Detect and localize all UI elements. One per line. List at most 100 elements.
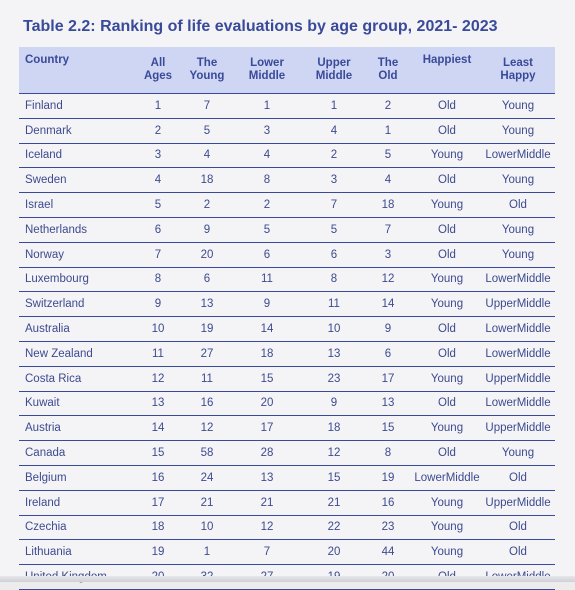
- cell-lower-middle: 4: [229, 143, 305, 169]
- cell-upper-middle: 6: [305, 242, 363, 268]
- cell-all-ages: 10: [131, 316, 185, 342]
- cell-happiest: Old: [413, 391, 481, 417]
- cell-the-old: 3: [363, 242, 413, 268]
- cell-lower-middle: 3: [229, 118, 305, 144]
- cell-lower-middle: 7: [229, 539, 305, 566]
- cell-lower-middle: 5: [229, 217, 305, 243]
- cell-all-ages: 9: [131, 291, 185, 318]
- cell-the-young: 4: [185, 143, 229, 169]
- cell-upper-middle: 13: [305, 341, 363, 367]
- cell-happiest: Young: [413, 515, 481, 541]
- cell-country: Czechia: [19, 515, 131, 541]
- cell-country: Ireland: [19, 490, 131, 516]
- cell-least-happy: Young: [481, 440, 555, 466]
- cell-country: Austria: [19, 415, 131, 442]
- cell-country: Canada: [19, 440, 131, 466]
- cell-least-happy: LowerMiddle: [481, 316, 555, 342]
- cell-the-old: 7: [363, 217, 413, 243]
- cell-least-happy: Young: [481, 118, 555, 144]
- cell-happiest: Old: [413, 217, 481, 243]
- cell-lower-middle: 1: [229, 93, 305, 119]
- cell-happiest: Old: [413, 118, 481, 144]
- cell-upper-middle: 8: [305, 267, 363, 293]
- cell-happiest: Young: [413, 291, 481, 318]
- cell-happiest: Young: [413, 415, 481, 442]
- table-row: Belgium 16 24 13 15 19 LowerMiddle Old: [19, 465, 555, 491]
- cell-country: Australia: [19, 316, 131, 342]
- cell-least-happy: Old: [481, 539, 555, 566]
- table-title: Table 2.2: Ranking of life evaluations b…: [23, 18, 498, 35]
- cell-country: Belgium: [19, 465, 131, 491]
- cell-happiest: Old: [413, 93, 481, 119]
- cell-upper-middle: 2: [305, 143, 363, 169]
- cell-least-happy: Old: [481, 465, 555, 491]
- cell-the-old: 16: [363, 490, 413, 516]
- cell-all-ages: 18: [131, 515, 185, 541]
- cell-the-young: 12: [185, 415, 229, 442]
- cell-least-happy: Old: [481, 515, 555, 541]
- cell-country: Lithuania: [19, 539, 131, 566]
- cell-the-young: 18: [185, 167, 229, 194]
- cell-the-old: 8: [363, 440, 413, 466]
- table-row: Ireland 17 21 21 21 16 Young UpperMiddle: [19, 490, 555, 516]
- cell-happiest: Young: [413, 267, 481, 293]
- cell-the-old: 23: [363, 515, 413, 541]
- table-row: Sweden 4 18 8 3 4 Old Young: [19, 167, 555, 194]
- cell-the-young: 27: [185, 341, 229, 367]
- column-header-least-happy: Least Happy: [481, 47, 555, 94]
- cell-the-old: 15: [363, 415, 413, 442]
- cell-country: Israel: [19, 192, 131, 218]
- cell-all-ages: 16: [131, 465, 185, 491]
- cell-happiest: Old: [413, 316, 481, 342]
- cell-all-ages: 5: [131, 192, 185, 218]
- cell-all-ages: 17: [131, 490, 185, 516]
- cell-lower-middle: 12: [229, 515, 305, 541]
- cell-lower-middle: 15: [229, 366, 305, 392]
- cell-all-ages: 14: [131, 415, 185, 442]
- table-row: Switzerland 9 13 9 11 14 Young UpperMiddle: [19, 291, 555, 318]
- cell-country: Sweden: [19, 167, 131, 194]
- cell-lower-middle: 18: [229, 341, 305, 367]
- cell-all-ages: 15: [131, 440, 185, 466]
- table-row: Iceland 3 4 4 2 5 Young LowerMiddle: [19, 143, 555, 169]
- cell-least-happy: LowerMiddle: [481, 391, 555, 417]
- cell-upper-middle: 21: [305, 490, 363, 516]
- cell-upper-middle: 4: [305, 118, 363, 144]
- cell-the-young: 24: [185, 465, 229, 491]
- cell-the-young: 13: [185, 291, 229, 318]
- cell-happiest: LowerMiddle: [413, 465, 481, 491]
- cell-least-happy: UpperMiddle: [481, 490, 555, 516]
- cell-the-old: 9: [363, 316, 413, 342]
- cell-country: Luxembourg: [19, 267, 131, 293]
- table-row: Denmark 2 5 3 4 1 Old Young: [19, 118, 555, 144]
- cell-country: Iceland: [19, 143, 131, 169]
- column-header-happiest: Happiest: [413, 47, 481, 94]
- cell-country: Netherlands: [19, 217, 131, 243]
- cell-upper-middle: 20: [305, 539, 363, 566]
- cell-happiest: Young: [413, 490, 481, 516]
- cell-all-ages: 2: [131, 118, 185, 144]
- cell-all-ages: 19: [131, 539, 185, 566]
- cell-least-happy: UpperMiddle: [481, 415, 555, 442]
- cell-lower-middle: 9: [229, 291, 305, 318]
- column-header-the-old: The Old: [363, 47, 413, 94]
- cell-all-ages: 1: [131, 93, 185, 119]
- table-row: Kuwait 13 16 20 9 13 Old LowerMiddle: [19, 391, 555, 417]
- cell-least-happy: Young: [481, 167, 555, 194]
- cell-all-ages: 4: [131, 167, 185, 194]
- table-row: Finland 1 7 1 1 2 Old Young: [19, 93, 555, 119]
- cell-happiest: Young: [413, 143, 481, 169]
- cell-lower-middle: 8: [229, 167, 305, 194]
- cell-upper-middle: 5: [305, 217, 363, 243]
- cell-all-ages: 8: [131, 267, 185, 293]
- cell-the-young: 9: [185, 217, 229, 243]
- cell-least-happy: LowerMiddle: [481, 143, 555, 169]
- cell-the-young: 21: [185, 490, 229, 516]
- cell-happiest: Young: [413, 539, 481, 566]
- cell-happiest: Old: [413, 242, 481, 268]
- cell-the-old: 17: [363, 366, 413, 392]
- table-row: Norway 7 20 6 6 3 Old Young: [19, 242, 555, 268]
- cell-lower-middle: 11: [229, 267, 305, 293]
- table-row: Costa Rica 12 11 15 23 17 Young UpperMiddle: [19, 366, 555, 392]
- cell-upper-middle: 9: [305, 391, 363, 417]
